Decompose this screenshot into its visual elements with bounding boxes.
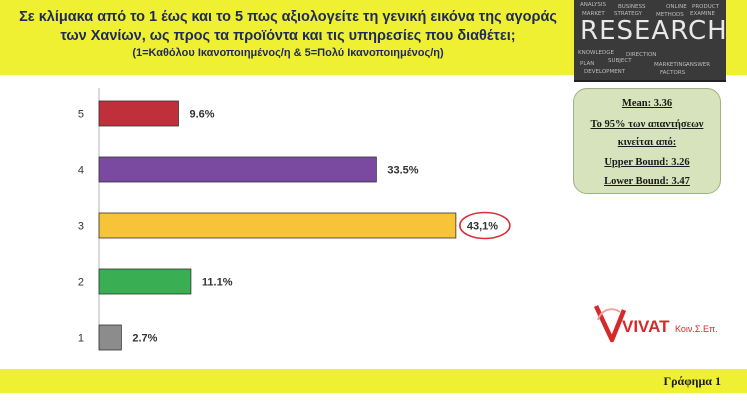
chalk-word: STRATEGY	[614, 11, 642, 17]
highlight-ellipse	[459, 211, 511, 240]
bar-chart-svg: 5 9.6% 4 33.5% 3 43,1% 2 11.1% 1 2.7%	[78, 88, 511, 351]
logo-suffix-text: Κοιν.Σ.Επ.	[675, 324, 718, 334]
statistics-box: Mean: 3.36 Το 95% των απαντήσεων κινείτα…	[573, 88, 721, 194]
vivat-logo: VIVAT Κοιν.Σ.Επ.	[592, 296, 722, 344]
data-label: 9.6%	[189, 109, 214, 121]
chart-title: Σε κλίμακα από το 1 έως και το 5 πως αξι…	[19, 9, 557, 44]
data-label: 33.5%	[387, 165, 418, 177]
data-label: 43,1%	[467, 221, 498, 233]
chalk-word: DIRECTION	[626, 52, 657, 58]
footer-band: Γράφημα 1	[0, 369, 747, 393]
bar-4	[98, 156, 377, 183]
chalk-word: MARKET	[582, 11, 605, 17]
chalk-word: MARKETING	[654, 62, 687, 68]
chalk-word: SUBJECT	[608, 58, 632, 64]
chalk-word: METHODS	[656, 12, 684, 18]
chalk-word: FACTORS	[660, 70, 686, 76]
category-tick-label: 1	[78, 333, 84, 345]
bar-chart: 5 9.6% 4 33.5% 3 43,1% 2 11.1% 1 2.7%	[0, 88, 560, 360]
category-tick-label: 4	[78, 165, 84, 177]
lower-bound: Lower Bound: 3.47	[604, 176, 690, 187]
range-text-line-2: κινείται από:	[617, 137, 677, 148]
data-label: 11.1%	[202, 277, 233, 289]
mean-value: Mean: 3.36	[621, 98, 673, 109]
chalk-word: PRODUCT	[692, 4, 719, 10]
research-chalkboard-image: ANALYSIS BUSINESS ONLINE PRODUCT MARKET …	[574, 0, 726, 82]
chalk-word: ONLINE	[666, 4, 687, 10]
figure-label: Γράφημα 1	[663, 374, 721, 388]
category-tick-label: 3	[78, 221, 84, 233]
category-tick-label: 2	[78, 277, 84, 289]
bar-2	[98, 268, 192, 295]
chalk-word: BUSINESS	[618, 4, 646, 10]
logo-brand-text: VIVAT	[622, 317, 670, 336]
range-text-line-1: Το 95% των απαντήσεων	[590, 119, 704, 130]
bar-1	[98, 324, 122, 351]
chalk-word: ANALYSIS	[580, 2, 606, 8]
chalk-word: PLAN	[580, 61, 595, 67]
chalk-word: EXAMINE	[690, 11, 715, 17]
category-tick-label: 5	[78, 109, 84, 121]
logo-mark	[593, 305, 627, 343]
vivat-logo-svg: VIVAT Κοιν.Σ.Επ.	[593, 305, 718, 343]
research-word: RESEARCH	[580, 16, 726, 46]
bar-5	[98, 100, 179, 127]
chalk-word: DEVELOPMENT	[584, 69, 626, 75]
chalk-word: KNOWLEDGE	[578, 50, 614, 56]
upper-bound: Upper Bound: 3.26	[604, 157, 690, 168]
chalk-word: ANSWER	[686, 62, 711, 68]
chart-subtitle: (1=Καθόλου Ικανοποιημένος/η & 5=Πολύ Ικα…	[132, 47, 444, 59]
bar-3	[98, 212, 457, 239]
data-label: 2.7%	[132, 333, 157, 345]
